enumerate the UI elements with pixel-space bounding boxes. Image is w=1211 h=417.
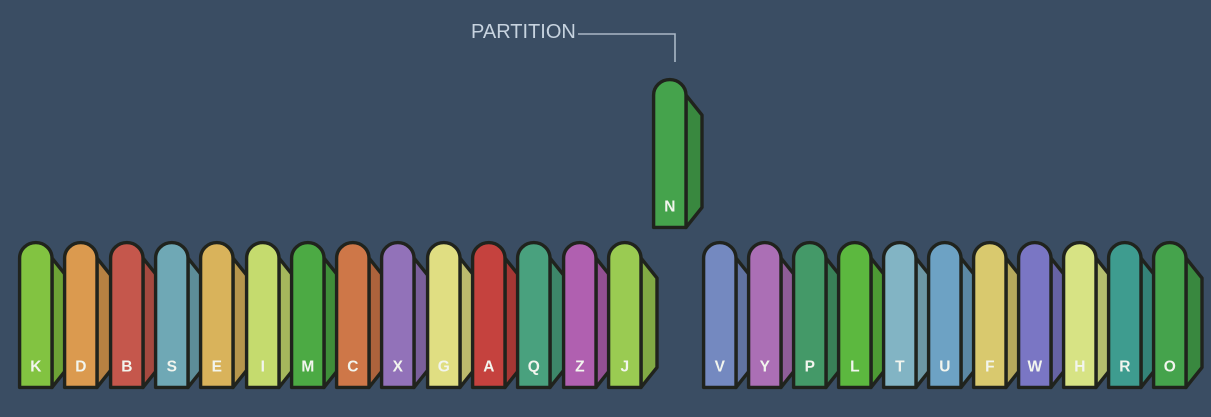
- svg-text:E: E: [212, 358, 222, 375]
- svg-text:P: P: [805, 358, 815, 375]
- svg-text:D: D: [75, 358, 86, 375]
- svg-text:O: O: [1164, 358, 1176, 375]
- svg-text:Y: Y: [760, 358, 771, 375]
- svg-text:T: T: [895, 358, 905, 375]
- svg-text:C: C: [347, 358, 358, 375]
- svg-text:Q: Q: [528, 358, 540, 375]
- svg-text:L: L: [850, 358, 859, 375]
- svg-text:X: X: [393, 358, 404, 375]
- svg-text:W: W: [1027, 358, 1042, 375]
- svg-text:V: V: [715, 358, 726, 375]
- svg-text:I: I: [260, 358, 264, 375]
- svg-text:K: K: [30, 358, 42, 375]
- svg-text:U: U: [939, 358, 950, 375]
- svg-text:Z: Z: [575, 358, 585, 375]
- svg-text:S: S: [167, 358, 177, 375]
- svg-text:A: A: [483, 358, 494, 375]
- svg-text:H: H: [1074, 358, 1085, 375]
- svg-text:F: F: [985, 358, 994, 375]
- svg-text:G: G: [437, 358, 449, 375]
- svg-text:R: R: [1119, 358, 1130, 375]
- svg-text:N: N: [664, 198, 675, 215]
- svg-text:M: M: [301, 358, 314, 375]
- svg-text:J: J: [620, 358, 629, 375]
- svg-text:B: B: [121, 358, 132, 375]
